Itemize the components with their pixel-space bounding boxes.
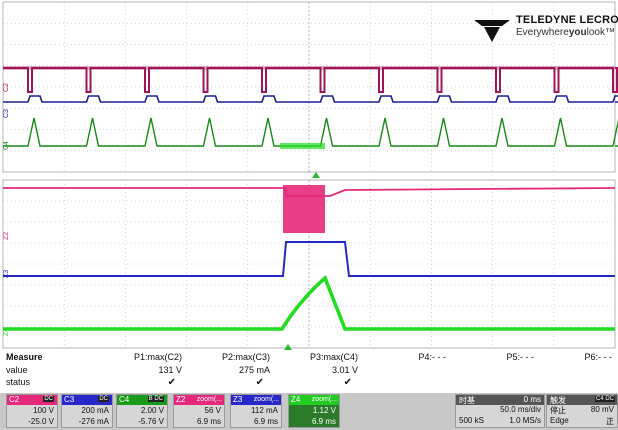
timebase-div: 50.0 ms/div: [500, 405, 541, 414]
timebase-descriptor[interactable]: 时基 0 ms 50.0 ms/div 500 kS 1.0 MS/s: [455, 394, 545, 428]
measure-value-row: value 131 V 275 mA 3.01 V: [0, 365, 618, 377]
zoom-source: zoom(...: [253, 396, 280, 403]
channel-offset: -276 mA: [62, 416, 112, 427]
timebase-delay: 0 ms: [524, 395, 541, 404]
param-value: 275 mA: [180, 365, 270, 375]
channel-scale: 1.12 V: [289, 405, 339, 416]
channel-scale: 2.00 V: [117, 405, 167, 416]
trigger-slope: 正: [606, 416, 614, 427]
channel-tag: C4: [119, 395, 129, 404]
zoom-z2-descriptor[interactable]: Z2 zoom(... 56 V 6.9 ms: [173, 394, 225, 428]
trace-label-z3: Z3: [3, 270, 10, 278]
trace-label-z2: Z2: [3, 232, 10, 240]
param-name[interactable]: P5:- - -: [444, 352, 534, 362]
param-name[interactable]: P1:max(C2): [92, 352, 182, 362]
trigger-type: Edge: [550, 416, 569, 425]
logo-mark-icon: [472, 14, 512, 44]
coupling-badge: DC: [98, 396, 109, 402]
value-label: value: [6, 365, 28, 375]
measure-title: Measure: [6, 352, 43, 362]
zoom-source: zoom(...: [311, 396, 338, 403]
timebase-samples: 500 kS: [459, 416, 484, 425]
timebase-rate: 1.0 MS/s: [509, 416, 541, 425]
param-name[interactable]: P3:max(C4): [268, 352, 358, 362]
trigger-mode: 停止: [550, 405, 566, 416]
channel-offset: -25.0 V: [7, 416, 57, 427]
channel-timebase: 6.9 ms: [174, 416, 224, 427]
param-name[interactable]: P2:max(C3): [180, 352, 270, 362]
param-value: 131 V: [92, 365, 182, 375]
status-check-icon: ✔: [174, 377, 264, 388]
channel-offset: -5.76 V: [117, 416, 167, 427]
coupling-badge: B DC: [148, 396, 164, 402]
channel-scale: 200 mA: [62, 405, 112, 416]
channel-scale: 100 V: [7, 405, 57, 416]
channel-scale: 56 V: [174, 405, 224, 416]
trace-label-c4: C4: [3, 141, 10, 150]
status-check-icon: ✔: [86, 377, 176, 388]
param-value: 3.01 V: [268, 365, 358, 375]
trace-z2-burst: [283, 185, 325, 233]
channel-tag: Z2: [176, 395, 185, 404]
channel-timebase: 6.9 ms: [231, 416, 281, 427]
logo-tagline: Everywhereyoulook™: [516, 27, 615, 38]
trigger-level: 80 mV: [591, 405, 614, 414]
trace-label-z4: Z4: [3, 328, 10, 336]
trigger-title: 触发: [550, 396, 566, 405]
timebase-title: 时基: [459, 396, 475, 405]
trace-label-c2: C2: [3, 83, 10, 92]
measure-status-row: status ✔ ✔ ✔: [0, 377, 618, 389]
teledyne-lecroy-logo: TELEDYNE LECROY Everywhereyoulook™: [472, 14, 612, 46]
trigger-marker-icon: [312, 172, 320, 178]
zoom-z4-descriptor[interactable]: Z4 zoom(... 1.12 V 6.9 ms: [288, 394, 340, 428]
status-check-icon: ✔: [262, 377, 352, 388]
channel-scale: 112 mA: [231, 405, 281, 416]
param-name[interactable]: P6:- - -: [522, 352, 612, 362]
channel-c4-descriptor[interactable]: C4 B DC 2.00 V -5.76 V: [116, 394, 168, 428]
channel-tag: C2: [9, 395, 19, 404]
param-name[interactable]: P4:- - -: [356, 352, 446, 362]
channel-tag: Z4: [291, 395, 300, 404]
trigger-descriptor[interactable]: 触发 C4 DC 停止 80 mV Edge 正: [546, 394, 618, 428]
coupling-badge: DC: [43, 396, 54, 402]
trigger-source: C4 DC: [595, 396, 615, 402]
channel-tag: Z3: [233, 395, 242, 404]
channel-c3-descriptor[interactable]: C3 DC 200 mA -276 mA: [61, 394, 113, 428]
channel-c2-descriptor[interactable]: C2 DC 100 V -25.0 V: [6, 394, 58, 428]
measure-header-row: Measure P1:max(C2) P2:max(C3) P3:max(C4)…: [0, 352, 618, 364]
trace-c2-noise: [3, 66, 615, 70]
measure-table: Measure P1:max(C2) P2:max(C3) P3:max(C4)…: [0, 350, 618, 392]
trace-label-c3: C3: [3, 109, 10, 118]
status-label: status: [6, 377, 30, 387]
logo-brand: TELEDYNE LECROY: [516, 14, 618, 26]
channel-timebase: 6.9 ms: [289, 416, 339, 427]
zoom-z3-descriptor[interactable]: Z3 zoom(... 112 mA 6.9 ms: [230, 394, 282, 428]
channel-descriptor-bar: C2 DC 100 V -25.0 V C3 DC 200 mA -276 mA C…: [0, 393, 618, 430]
zoom-region-highlight: [280, 143, 325, 149]
channel-tag: C3: [64, 395, 74, 404]
zoom-source: zoom(...: [196, 396, 223, 403]
